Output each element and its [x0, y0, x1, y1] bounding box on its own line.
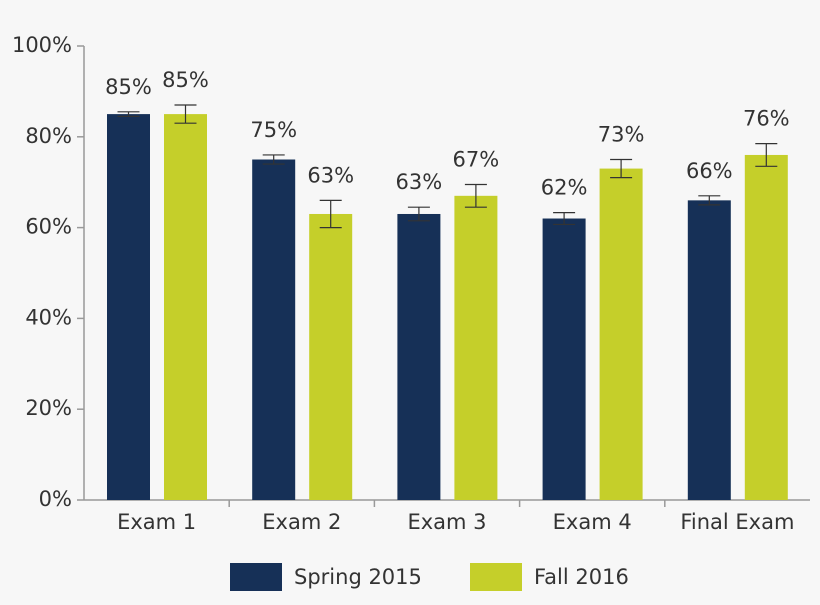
bar	[599, 168, 643, 500]
bar	[107, 114, 150, 500]
data-label: 63%	[396, 170, 443, 194]
data-label: 66%	[686, 159, 733, 183]
error-bar	[610, 158, 633, 179]
error-bar	[319, 199, 342, 229]
y-tick-label: 60%	[25, 215, 72, 239]
y-tick-label: 20%	[25, 396, 72, 420]
error-bar	[407, 206, 430, 222]
legend-label: Spring 2015	[294, 565, 422, 589]
bar	[252, 159, 296, 500]
bar	[744, 154, 788, 500]
data-label: 85%	[162, 68, 209, 92]
bar	[309, 213, 353, 501]
error-bar	[755, 143, 778, 167]
bar	[397, 213, 441, 501]
data-label: 62%	[541, 176, 588, 200]
data-label: 73%	[598, 123, 645, 147]
y-tick-label: 0%	[39, 487, 72, 511]
data-label: 63%	[307, 163, 354, 187]
error-bar	[117, 111, 140, 117]
error-bar	[464, 183, 487, 208]
bar	[454, 195, 498, 500]
legend-swatch	[230, 563, 282, 591]
data-label: 75%	[250, 118, 297, 142]
bar	[164, 114, 207, 500]
x-tick-label: Final Exam	[680, 510, 794, 534]
data-label: 67%	[453, 147, 500, 171]
error-bar	[174, 104, 197, 124]
legend-label: Fall 2016	[534, 565, 629, 589]
data-label: 76%	[743, 107, 790, 131]
bar	[687, 200, 731, 501]
error-bar	[553, 212, 576, 226]
y-tick-label: 40%	[25, 305, 72, 329]
bar	[542, 218, 586, 500]
x-tick-label: Exam 3	[407, 510, 486, 534]
error-bar	[698, 195, 721, 206]
data-label: 85%	[105, 75, 152, 99]
y-tick-label: 80%	[25, 124, 72, 148]
x-tick-label: Exam 2	[262, 510, 341, 534]
x-tick-label: Exam 4	[553, 510, 632, 534]
x-tick-label: Exam 1	[117, 510, 196, 534]
error-bar	[262, 154, 285, 165]
y-tick-label: 100%	[12, 33, 72, 57]
legend-swatch	[470, 563, 522, 591]
